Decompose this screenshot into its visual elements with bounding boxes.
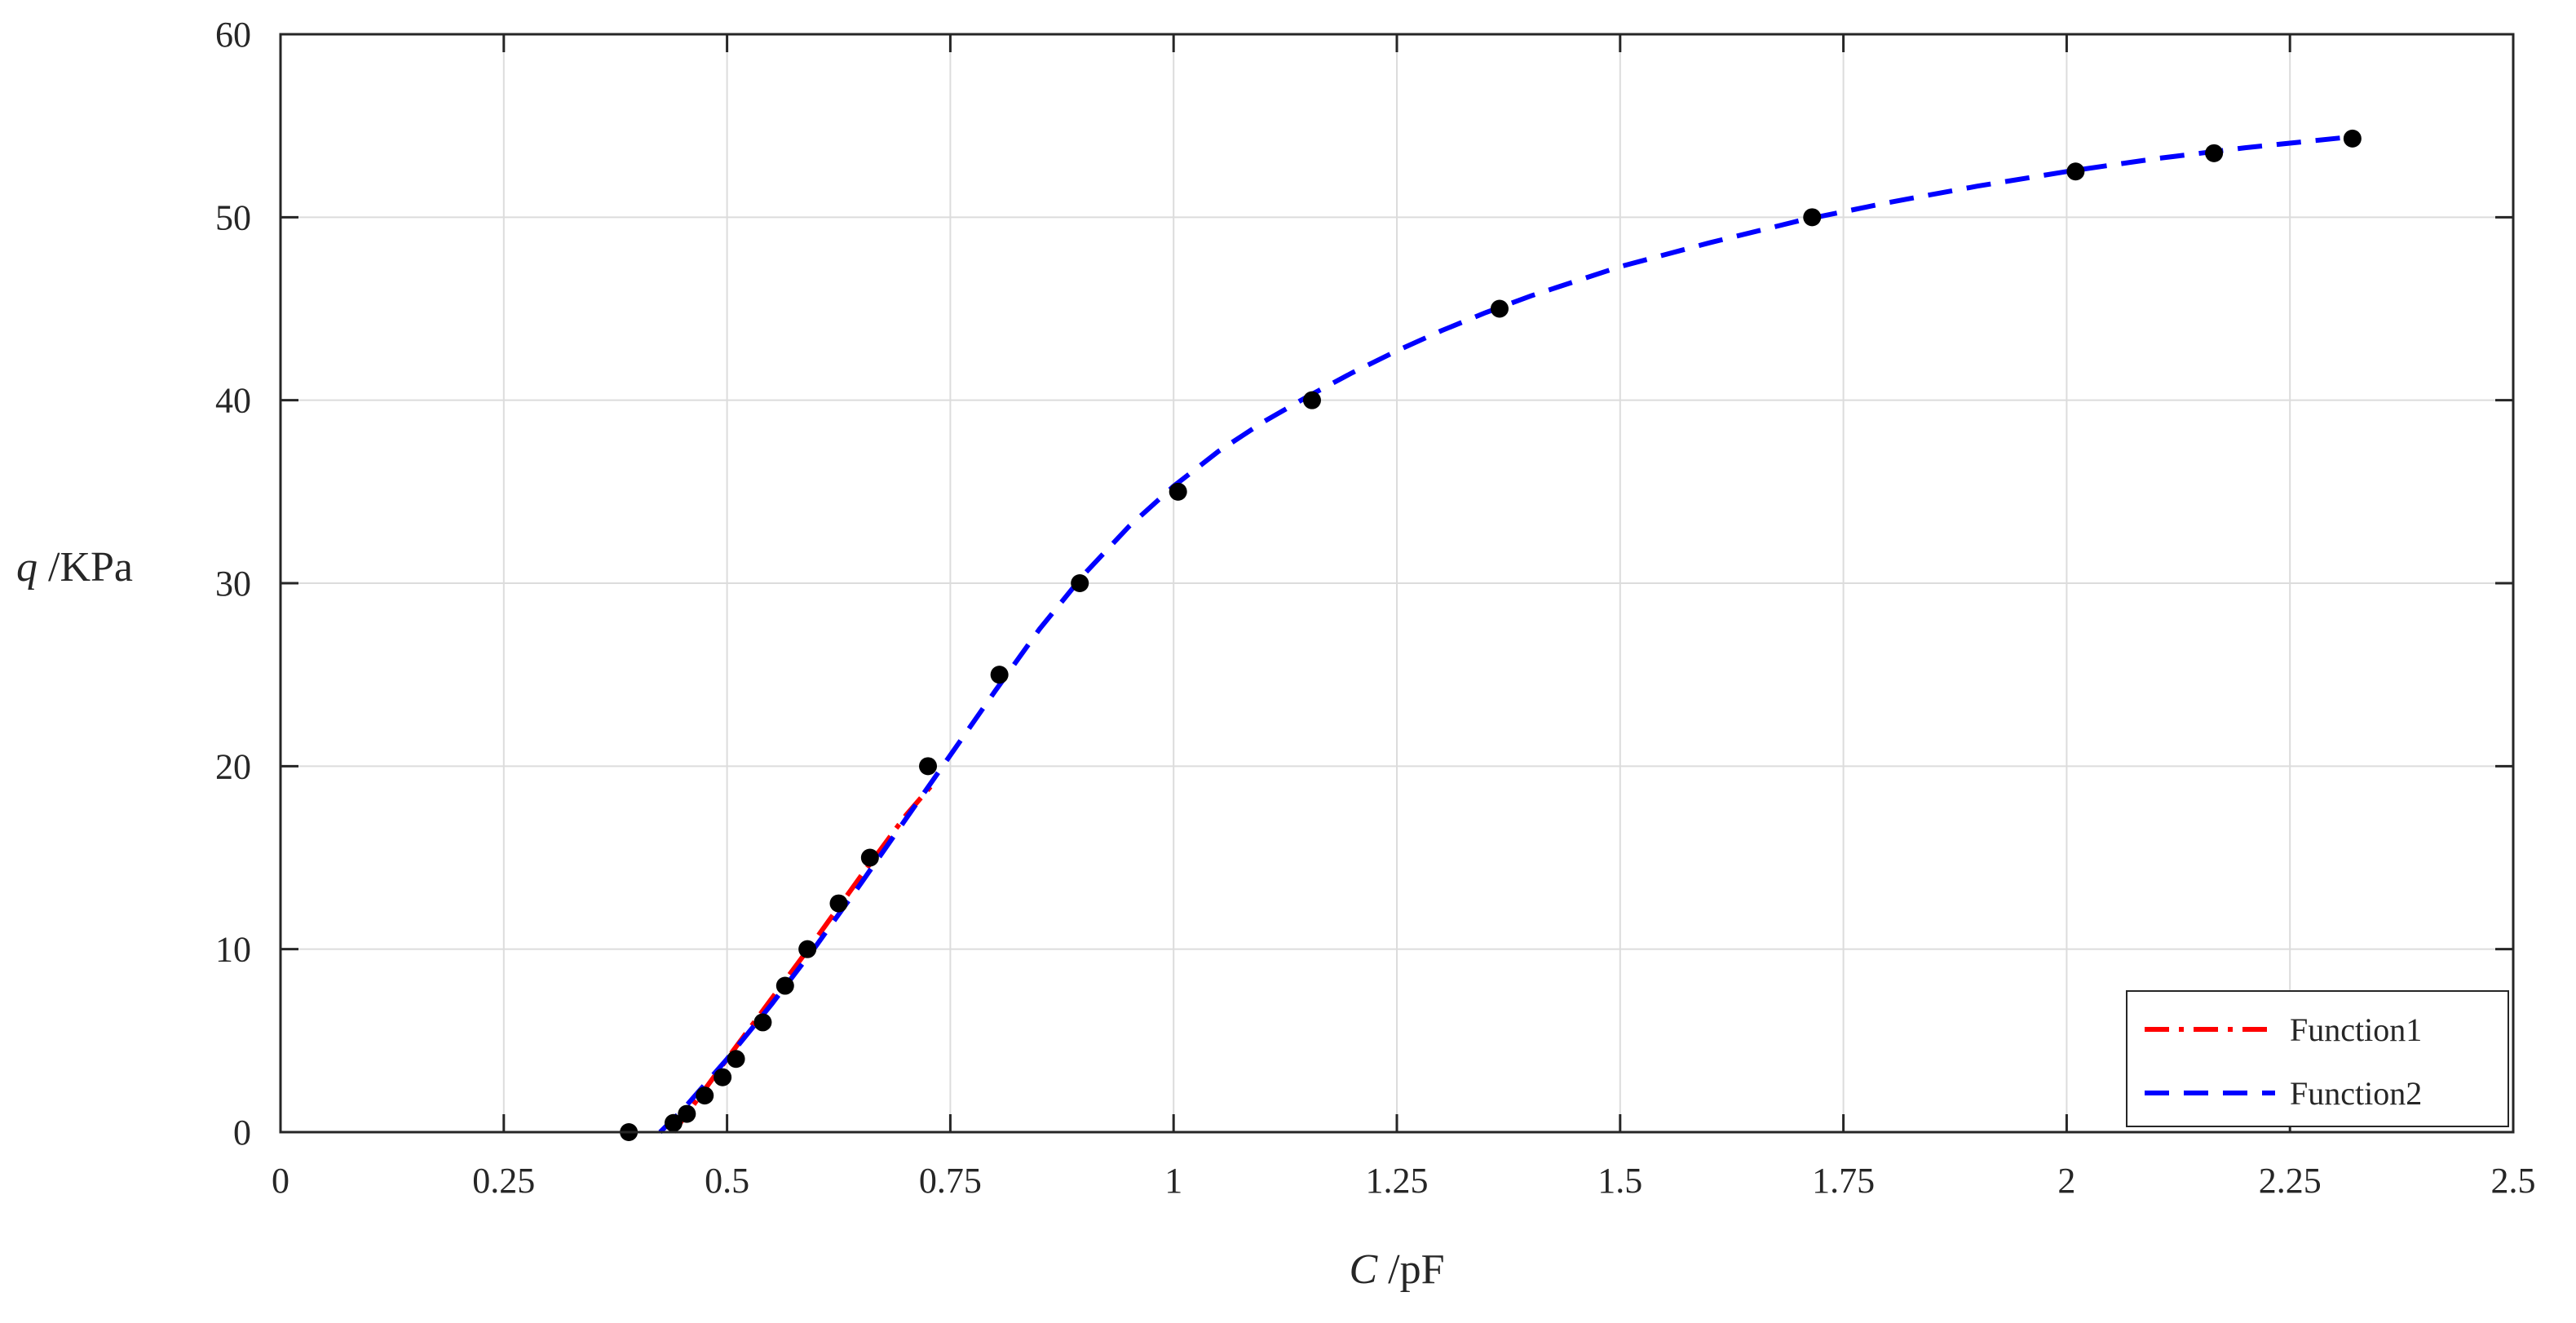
- data-point: [1803, 208, 1822, 227]
- data-point: [775, 976, 794, 995]
- x-tick-label: 2: [2057, 1161, 2075, 1201]
- x-tick-label: 0.5: [705, 1161, 749, 1201]
- data-point: [1302, 391, 1321, 409]
- x-tick-label: 2.25: [2259, 1161, 2322, 1201]
- y-tick-label: 50: [215, 197, 251, 237]
- tick-labels: 0 0.25 0.5 0.75 1 1.25 1.5 1.75 2 2.25 2.5 0 10 20 30 4…: [215, 15, 2536, 1201]
- data-point: [829, 894, 848, 913]
- x-tick-label: 1.75: [1812, 1161, 1875, 1201]
- y-axis-variable: q: [16, 544, 38, 591]
- legend-box: [2126, 990, 2509, 1127]
- y-tick-label: 10: [215, 930, 251, 970]
- x-tick-label: 1: [1164, 1161, 1182, 1201]
- x-tick-label: 0.25: [472, 1161, 535, 1201]
- series-layer: [658, 134, 2353, 1135]
- grid: [281, 34, 2513, 1132]
- data-point: [2205, 144, 2224, 162]
- data-point: [798, 940, 817, 958]
- data-point: [860, 848, 879, 867]
- y-tick-label: 30: [215, 564, 251, 604]
- data-point: [1169, 482, 1187, 501]
- data-point: [753, 1013, 772, 1032]
- data-point: [2066, 162, 2085, 181]
- series-line-function2: [658, 134, 2353, 1135]
- data-point: [1071, 574, 1089, 592]
- data-point: [678, 1104, 696, 1123]
- legend-label-function1: Function1: [2290, 1011, 2422, 1048]
- y-axis-label: q /KPa: [16, 544, 133, 591]
- legend: Function1 Function2: [2126, 990, 2509, 1127]
- data-point: [696, 1086, 714, 1105]
- x-axis-variable: C: [1349, 1246, 1378, 1293]
- data-point: [2343, 129, 2362, 148]
- data-points: [620, 129, 2362, 1141]
- x-axis-label: C /pF: [1349, 1246, 1444, 1293]
- data-point: [1490, 299, 1509, 318]
- x-tick-label: 1.5: [1597, 1161, 1642, 1201]
- data-point: [714, 1068, 732, 1086]
- x-tick-label: 1.25: [1366, 1161, 1429, 1201]
- y-tick-label: 20: [215, 746, 251, 786]
- data-point: [990, 666, 1009, 684]
- legend-label-function2: Function2: [2290, 1075, 2422, 1112]
- data-point: [919, 757, 938, 776]
- data-point: [664, 1113, 683, 1132]
- y-tick-label: 0: [233, 1113, 251, 1153]
- y-tick-label: 40: [215, 381, 251, 421]
- x-axis-unit: /pF: [1377, 1246, 1444, 1293]
- x-tick-label: 0: [272, 1161, 289, 1201]
- y-axis-unit: /KPa: [38, 544, 133, 591]
- data-point: [727, 1050, 745, 1069]
- y-tick-label: 60: [215, 15, 251, 55]
- x-tick-label: 0.75: [919, 1161, 982, 1201]
- ticks: [279, 33, 2515, 1134]
- x-tick-label: 2.5: [2491, 1161, 2536, 1201]
